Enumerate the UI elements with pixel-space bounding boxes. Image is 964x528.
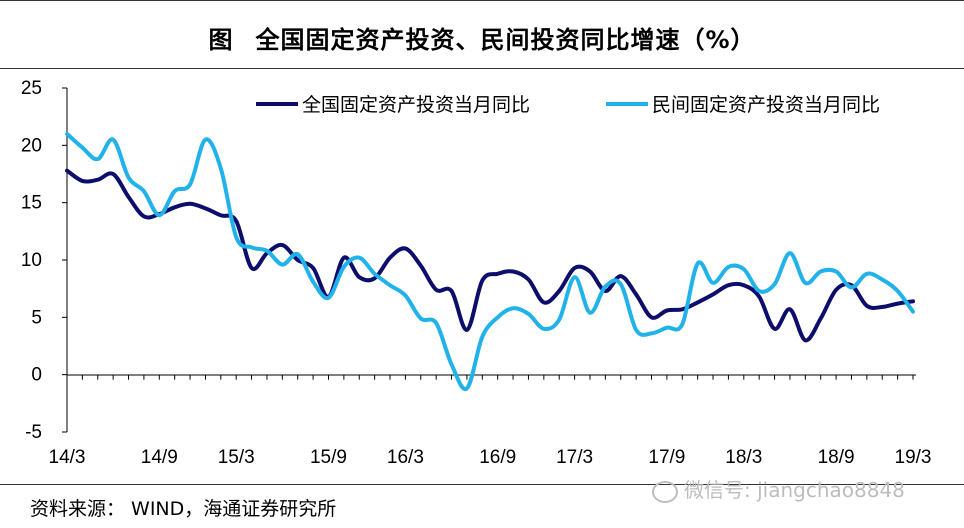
wechat-icon (652, 480, 678, 503)
x-tick-label: 18/9 (818, 447, 855, 468)
series-line-2 (65, 131, 915, 392)
x-tick-label: 16/9 (479, 447, 516, 468)
x-tick-label: 14/3 (49, 447, 86, 468)
x-tick-label: 17/9 (648, 447, 685, 468)
x-tick-label: 18/3 (725, 447, 762, 468)
figure-prefix: 图 (208, 26, 234, 54)
y-tick-label: 0 (31, 365, 42, 386)
top-rule (0, 0, 964, 1)
legend-label-2: 民间固定资产投资当月同比 (652, 94, 880, 116)
figure-title: 图全国固定资产投资、民间投资同比增速（%） (0, 20, 964, 55)
watermark-text: 微信号: jiangchao8848 (684, 478, 905, 502)
y-tick-label: 25 (21, 78, 42, 99)
y-tick-label: 10 (21, 250, 42, 271)
title-rule (0, 68, 964, 69)
figure-title-text: 全国固定资产投资、民间投资同比增速（%） (255, 26, 756, 54)
x-tick-label: 15/9 (310, 447, 347, 468)
y-tick-label: 20 (21, 135, 42, 156)
series-line-1 (65, 168, 915, 343)
legend: 全国固定资产投资当月同比 民间固定资产投资当月同比 (256, 94, 880, 116)
x-tick-label: 15/3 (218, 447, 255, 468)
y-ticks: -5 0 5 10 15 20 25 (21, 78, 67, 443)
x-tick-label: 16/3 (387, 447, 424, 468)
bottom-rule (0, 484, 964, 485)
x-tick-label: 19/3 (895, 447, 932, 468)
x-ticks: 14/3 14/9 15/3 15/9 16/3 16/9 17/3 17/9 18/3 18/9… (49, 374, 932, 468)
source-note: 资料来源： WIND，海通证券研究所 (30, 498, 337, 520)
x-tick-label: 14/9 (141, 447, 178, 468)
y-tick-label: -5 (25, 422, 42, 443)
y-tick-label: 15 (21, 193, 42, 214)
series-lines (65, 131, 915, 392)
line-chart: -5 0 5 10 15 20 25 14/3 14/9 15/3 15/9 16/3 16/9 17/… (21, 78, 932, 468)
x-tick-label: 17/3 (556, 447, 593, 468)
legend-label-1: 全国固定资产投资当月同比 (302, 94, 530, 116)
watermark: 微信号: jiangchao8848 (652, 474, 905, 503)
y-tick-label: 5 (31, 307, 42, 328)
